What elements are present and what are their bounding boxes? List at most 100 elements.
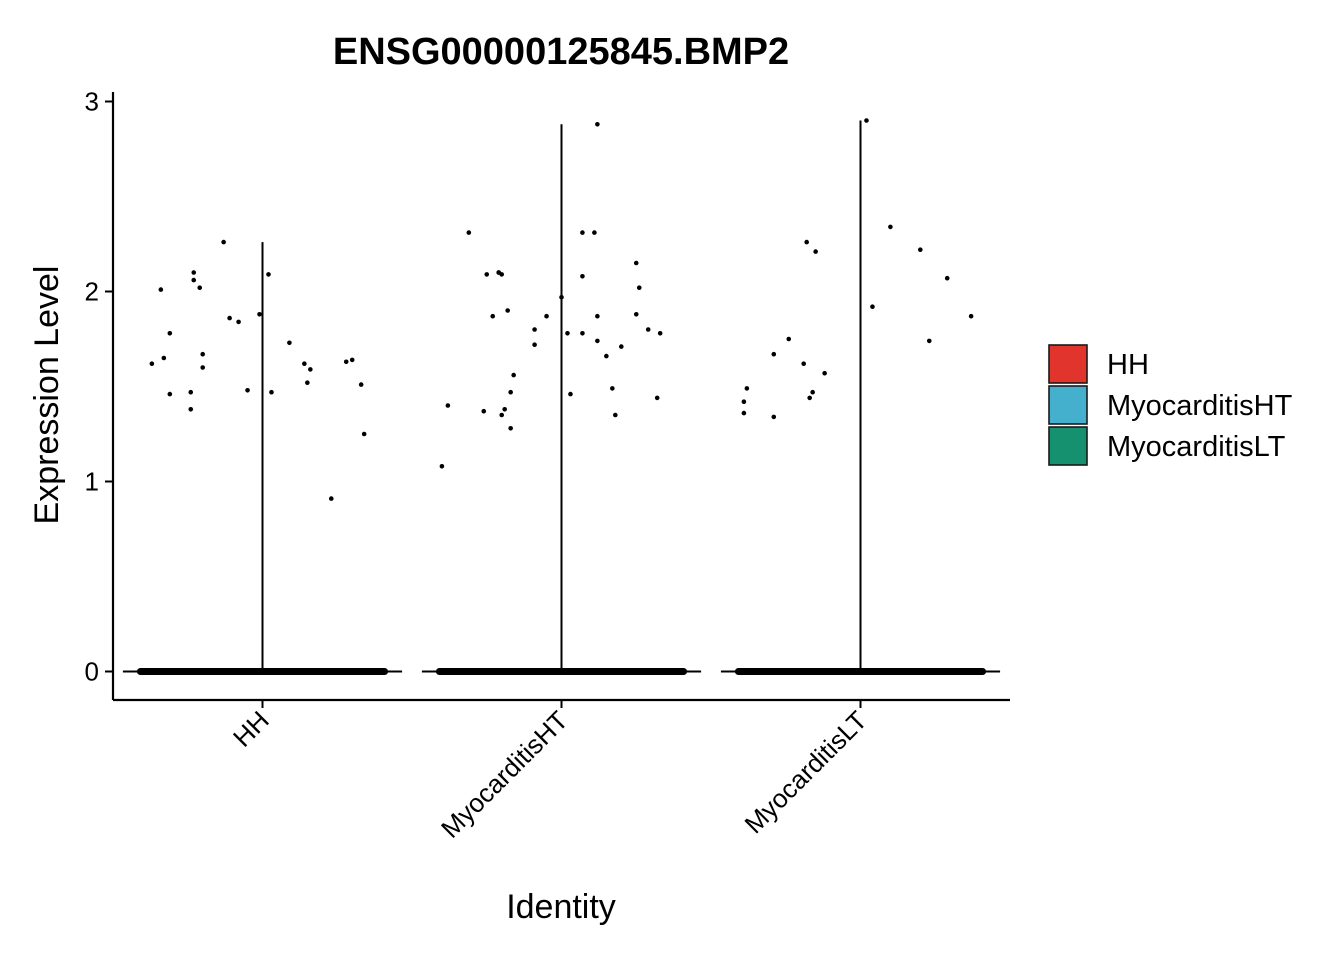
data-point bbox=[236, 319, 241, 325]
data-point bbox=[191, 270, 197, 275]
y-axis-title: Expression Level bbox=[28, 266, 66, 525]
data-point bbox=[188, 389, 194, 395]
data-point bbox=[532, 327, 537, 332]
y-axis: 0 1 2 3 bbox=[85, 87, 115, 700]
data-point bbox=[227, 315, 232, 321]
x-axis: HH MyocarditisHT MyocarditisLT bbox=[113, 698, 1010, 844]
data-point bbox=[636, 285, 642, 291]
data-point bbox=[804, 239, 809, 245]
data-point bbox=[502, 407, 507, 412]
data-point bbox=[200, 365, 205, 370]
y-tick-label: 1 bbox=[85, 467, 99, 497]
legend-key bbox=[1048, 426, 1088, 466]
data-point bbox=[595, 313, 600, 319]
data-point bbox=[445, 403, 451, 408]
data-point bbox=[580, 331, 585, 336]
data-point bbox=[302, 361, 307, 367]
legend-item: MyocarditisHT bbox=[1048, 385, 1293, 425]
data-point bbox=[568, 391, 573, 397]
data-point bbox=[499, 412, 505, 418]
data-point bbox=[200, 351, 205, 357]
legend-key bbox=[1048, 344, 1088, 384]
x-tick-label: HH bbox=[227, 705, 275, 753]
data-point bbox=[610, 386, 615, 391]
data-point bbox=[505, 308, 510, 313]
data-point bbox=[511, 372, 516, 378]
data-point bbox=[595, 122, 600, 127]
data-point bbox=[266, 272, 271, 277]
data-point bbox=[308, 367, 313, 372]
data-point bbox=[595, 338, 600, 344]
legend-item: HH bbox=[1048, 344, 1149, 384]
data-point bbox=[481, 408, 487, 414]
data-point bbox=[807, 395, 812, 401]
data-point bbox=[161, 355, 167, 361]
data-point bbox=[771, 351, 777, 357]
data-point bbox=[466, 230, 472, 235]
data-point bbox=[191, 277, 197, 283]
data-point bbox=[559, 294, 564, 300]
data-point bbox=[633, 260, 639, 266]
data-point bbox=[158, 287, 164, 292]
legend-key bbox=[1048, 385, 1088, 425]
legend-label: MyocarditisLT bbox=[1107, 431, 1286, 463]
data-point bbox=[968, 313, 974, 319]
data-point bbox=[328, 496, 334, 501]
data-point bbox=[864, 118, 869, 123]
chart-title: ENSG00000125845.BMP2 bbox=[333, 31, 789, 73]
y-tick-label: 2 bbox=[85, 277, 99, 307]
data-point bbox=[771, 414, 777, 420]
data-point bbox=[604, 353, 609, 359]
legend-label: MyocarditisHT bbox=[1107, 390, 1293, 422]
data-point bbox=[657, 331, 663, 336]
data-point bbox=[565, 331, 570, 336]
data-point bbox=[188, 407, 194, 412]
data-point bbox=[499, 272, 505, 277]
data-point bbox=[544, 313, 549, 319]
data-point bbox=[654, 395, 660, 401]
data-point bbox=[645, 327, 651, 332]
data-point bbox=[580, 274, 585, 279]
data-point bbox=[257, 312, 262, 317]
data-point bbox=[343, 359, 349, 365]
data-point bbox=[508, 389, 513, 395]
x-tick-label: MyocarditisHT bbox=[435, 705, 574, 844]
data-point bbox=[813, 249, 818, 254]
data-point bbox=[167, 331, 173, 336]
data-point bbox=[532, 342, 537, 348]
data-point bbox=[822, 370, 827, 376]
y-tick-label: 0 bbox=[85, 657, 99, 687]
data-point bbox=[918, 247, 923, 252]
data-point bbox=[741, 410, 747, 416]
data-point bbox=[221, 239, 226, 245]
x-tick-label: MyocarditisLT bbox=[738, 705, 872, 839]
data-point bbox=[149, 361, 155, 367]
data-point bbox=[944, 275, 950, 281]
data-point bbox=[245, 388, 250, 393]
data-point bbox=[361, 431, 367, 437]
data-point bbox=[508, 426, 513, 431]
data-point bbox=[269, 389, 274, 395]
data-point bbox=[744, 386, 750, 391]
data-point bbox=[197, 285, 203, 291]
data-point bbox=[592, 230, 597, 235]
violin-group-MyocarditisHT bbox=[421, 122, 702, 675]
data-point bbox=[888, 224, 893, 230]
legend: HH MyocarditisHT MyocarditisLT bbox=[1048, 344, 1293, 466]
data-point bbox=[167, 391, 173, 397]
data-point bbox=[741, 399, 747, 405]
data-point bbox=[287, 340, 292, 346]
data-point bbox=[349, 357, 355, 363]
violin-group-MyocarditisLT bbox=[720, 118, 1001, 675]
data-point bbox=[619, 344, 624, 349]
data-point bbox=[870, 304, 875, 310]
data-point bbox=[633, 312, 639, 317]
data-point bbox=[801, 361, 806, 367]
data-point bbox=[439, 464, 445, 469]
y-tick-label: 3 bbox=[85, 87, 99, 117]
data-point bbox=[810, 389, 815, 395]
data-point bbox=[926, 338, 932, 344]
data-point bbox=[580, 230, 585, 235]
legend-label: HH bbox=[1107, 349, 1149, 381]
